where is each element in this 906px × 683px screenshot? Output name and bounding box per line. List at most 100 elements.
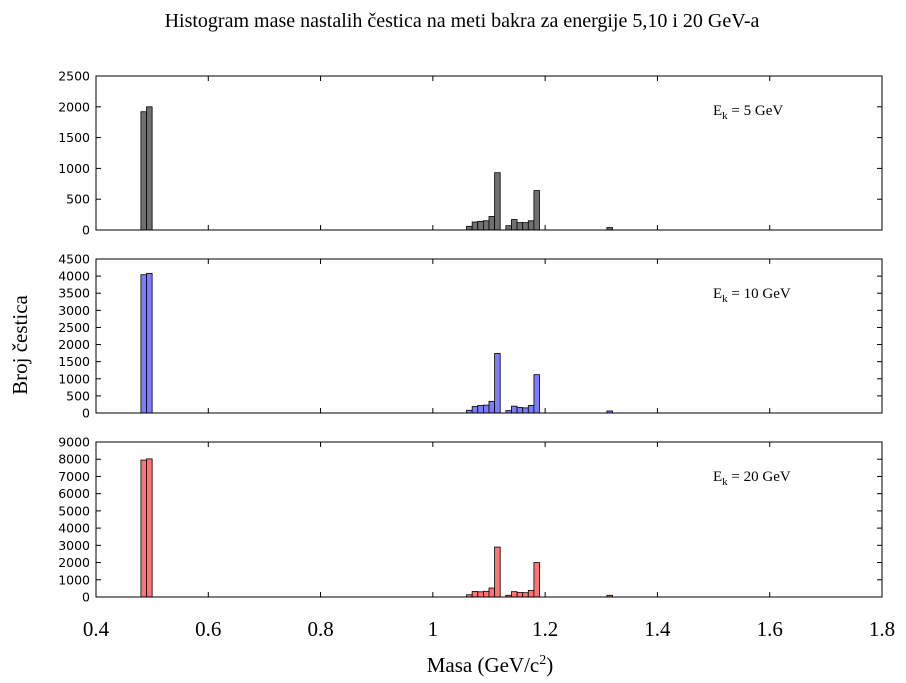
y-tick-label: 9000 [58,435,90,450]
x-axis: 0.4 0.6 0.8 1 1.2 1.4 1.6 1.8 [83,617,895,641]
y-tick-label: 1500 [58,354,90,369]
histogram-bar [146,106,153,231]
x-tick-label: 0.8 [307,617,333,641]
panel-1-energy-annotation: Ek = 5 GeV [713,103,783,122]
x-tick-label: 0.6 [195,617,221,641]
y-tick-label: 1000 [58,371,90,386]
histogram-bar [146,272,153,414]
y-tick-label: 3500 [58,286,90,301]
y-tick-label: 2000 [58,99,90,114]
histogram-bar [471,591,479,598]
y-tick-label: 2500 [58,320,90,335]
histogram-bar [140,274,147,414]
y-tick-label: 0 [82,590,90,605]
x-tick-label: 1 [428,617,439,641]
y-tick-label: 5000 [58,503,90,518]
histogram-bar [477,220,484,231]
x-tick-label: 1.6 [757,617,783,641]
x-tick-label: 1.8 [869,617,895,641]
histogram-bar [533,190,540,231]
histogram-bar [511,405,518,414]
panel-3-bars [140,458,613,598]
histogram-bar [488,400,496,414]
x-axis-label-sup: 2 [539,653,546,668]
annotation-subscript: k [722,476,728,488]
annotation-subscript: k [722,110,728,122]
histogram-bar [516,407,524,414]
y-tick-label: 2000 [58,337,90,352]
histogram-bar [527,220,535,231]
y-tick-label: 1500 [58,130,90,145]
histogram-bar [522,222,529,231]
annotation-value: = 5 GeV [728,103,784,119]
histogram-bar [482,404,490,414]
annotation-symbol: E [713,469,722,485]
histogram-bar [494,546,501,598]
panel-2-frame [95,258,883,414]
histogram-bar [533,374,540,414]
chart-title: Histogram mase nastalih čestica na meti … [165,10,760,32]
x-tick-label: 1.4 [644,617,671,641]
histogram-bar [140,111,147,231]
histogram-bar [511,219,518,231]
y-tick-label: 2000 [58,555,90,570]
x-axis-label-base: Masa (GeV/c [427,653,540,677]
y-tick-label: 6000 [58,486,90,501]
panel-3: 0 1000 2000 3000 4000 5000 6000 7000 8000 9000 Ek … [58,435,883,605]
histogram-bar [471,221,479,231]
y-tick-label: 0 [82,406,90,421]
histogram-bar [533,562,540,598]
y-tick-label: 8000 [58,452,90,467]
panel-1-bars [140,106,613,231]
annotation-symbol: E [713,286,722,302]
y-tick-label: 4000 [58,521,90,536]
histogram-bar [477,591,484,598]
histogram-bar [488,587,496,598]
x-axis-label-close: ) [546,653,553,677]
histogram-bar [511,591,518,598]
panel-3-frame [95,441,883,598]
y-tick-label: 1000 [58,161,90,176]
panel-1-y-ticks: 0 500 1000 1500 2000 2500 [58,69,882,238]
panels-group: 0 500 1000 1500 2000 2500 Ek = 5 GeV 0 500 1000 15… [58,69,883,605]
panel-1: 0 500 1000 1500 2000 2500 Ek = 5 GeV [58,69,883,238]
histogram-bar [494,353,501,414]
y-tick-label: 4500 [58,252,90,267]
x-tick-label: 1.2 [532,617,558,641]
x-axis-label: Masa (GeV/c2) [427,653,554,677]
histogram-bar [146,458,153,598]
y-tick-label: 0 [82,223,90,238]
annotation-value: = 20 GeV [728,469,791,485]
panel-2-x-ticks [95,259,883,413]
histogram-bar [482,590,490,598]
histogram-bar [482,220,490,231]
histogram-bar [488,216,496,231]
histogram-bar [471,406,479,414]
histogram-bar [466,225,473,231]
histogram-bar [522,592,529,598]
histogram-bar [140,459,147,598]
y-tick-label: 3000 [58,303,90,318]
annotation-value: = 10 GeV [728,286,791,302]
panel-2-energy-annotation: Ek = 10 GeV [713,286,791,305]
panel-3-y-ticks: 0 1000 2000 3000 4000 5000 6000 7000 8000 9000 [58,435,882,605]
histogram-bar [516,222,524,231]
panel-3-x-ticks [95,442,883,597]
y-tick-label: 7000 [58,469,90,484]
x-tick-label: 0.4 [83,617,110,641]
histogram-bar [505,225,512,231]
panel-2: 0 500 1000 1500 2000 2500 3000 3500 4000 4500 Ek =… [58,252,883,421]
y-tick-label: 4000 [58,269,90,284]
histogram-bar [494,172,501,231]
panel-1-frame [95,75,883,231]
y-tick-label: 500 [66,192,90,207]
histogram-bar [516,592,524,598]
y-tick-label: 3000 [58,538,90,553]
histogram-bar [527,405,535,414]
y-tick-label: 1000 [58,572,90,587]
y-tick-label: 500 [66,388,90,403]
y-axis-label: Broj čestica [8,294,32,394]
histogram-bar [527,590,535,598]
panel-2-bars [140,272,613,414]
